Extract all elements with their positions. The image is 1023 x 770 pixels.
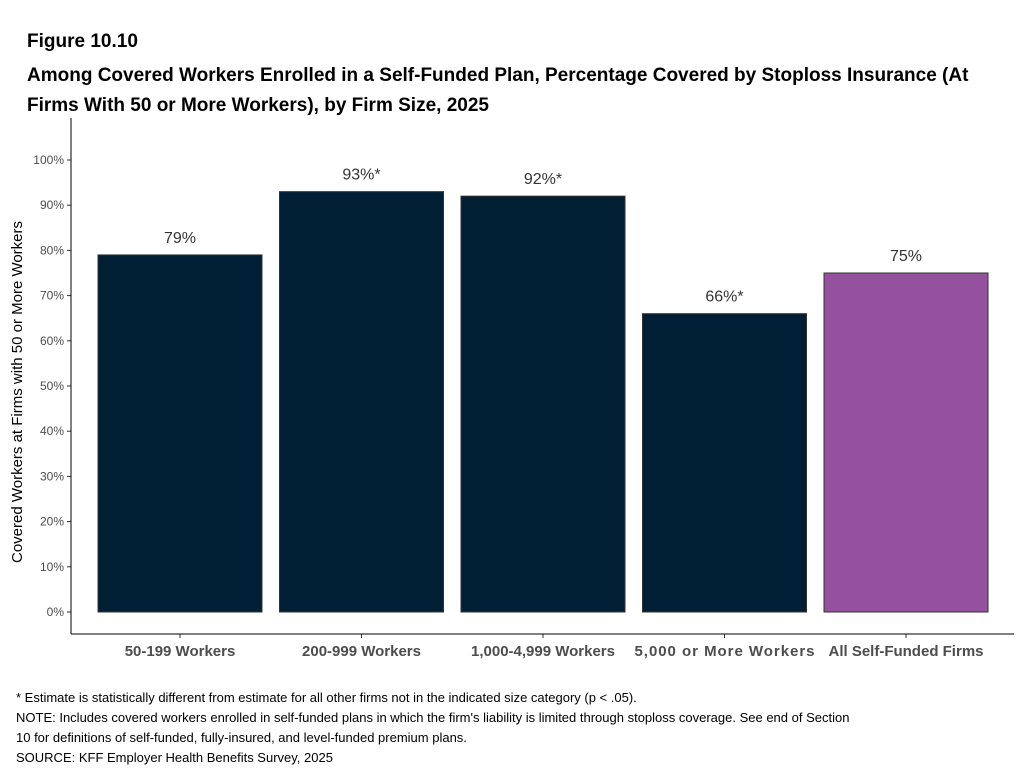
y-axis-label-group: Covered Workers at Firms with 50 or More… bbox=[9, 221, 26, 563]
bar bbox=[823, 272, 989, 613]
bar bbox=[642, 313, 807, 613]
note-line-2: 10 for definitions of self-funded, fully… bbox=[16, 730, 467, 745]
y-tick-label: 70% bbox=[40, 289, 64, 303]
source-note: SOURCE: KFF Employer Health Benefits Sur… bbox=[16, 750, 333, 765]
y-tick-label: 60% bbox=[40, 334, 64, 348]
data-label: 79% bbox=[164, 230, 196, 247]
y-tick-label: 100% bbox=[33, 153, 64, 167]
data-label: 93%* bbox=[342, 167, 380, 184]
y-tick-label: 10% bbox=[40, 560, 64, 574]
data-label: 92%* bbox=[524, 171, 562, 188]
x-tick-label: 1,000-4,999 Workers bbox=[471, 643, 615, 660]
asterisk-note: * Estimate is statistically different fr… bbox=[16, 690, 637, 705]
x-tick-label: 50-199 Workers bbox=[125, 643, 236, 660]
bars bbox=[97, 191, 989, 613]
y-tick-label: 30% bbox=[40, 469, 64, 483]
data-label: 75% bbox=[890, 248, 922, 265]
x-tick-label: All Self-Funded Firms bbox=[828, 643, 983, 660]
y-axis-label: Covered Workers at Firms with 50 or More… bbox=[9, 221, 26, 563]
figure-number: Figure 10.10 bbox=[27, 31, 138, 52]
figure-title: Among Covered Workers Enrolled in a Self… bbox=[27, 65, 969, 116]
y-tick-label: 50% bbox=[40, 379, 64, 393]
bar bbox=[279, 191, 444, 613]
data-label: 66%* bbox=[705, 289, 743, 306]
x-ticks: 50-199 Workers 200-999 Workers 1,000-4,999… bbox=[125, 634, 984, 660]
note-line-1: NOTE: Includes covered workers enrolled … bbox=[16, 710, 850, 725]
y-tick-label: 40% bbox=[40, 424, 64, 438]
y-tick-label: 0% bbox=[47, 605, 65, 619]
bar bbox=[460, 195, 626, 613]
data-labels: 79% 93%* 92%* 66%* 75% bbox=[164, 167, 922, 306]
x-tick-label: 200-999 Workers bbox=[302, 643, 421, 660]
y-ticks: 0% 10% 20% 30% 40% 50% 60% 70% 80% 90% 100% bbox=[33, 153, 71, 619]
y-tick-label: 80% bbox=[40, 243, 64, 257]
footnotes: * Estimate is statistically different fr… bbox=[16, 688, 1006, 768]
bar bbox=[97, 254, 263, 613]
y-tick-label: 90% bbox=[40, 198, 64, 212]
x-tick-label: 5,000 or More Workers bbox=[635, 643, 815, 660]
y-tick-label: 20% bbox=[40, 515, 64, 529]
